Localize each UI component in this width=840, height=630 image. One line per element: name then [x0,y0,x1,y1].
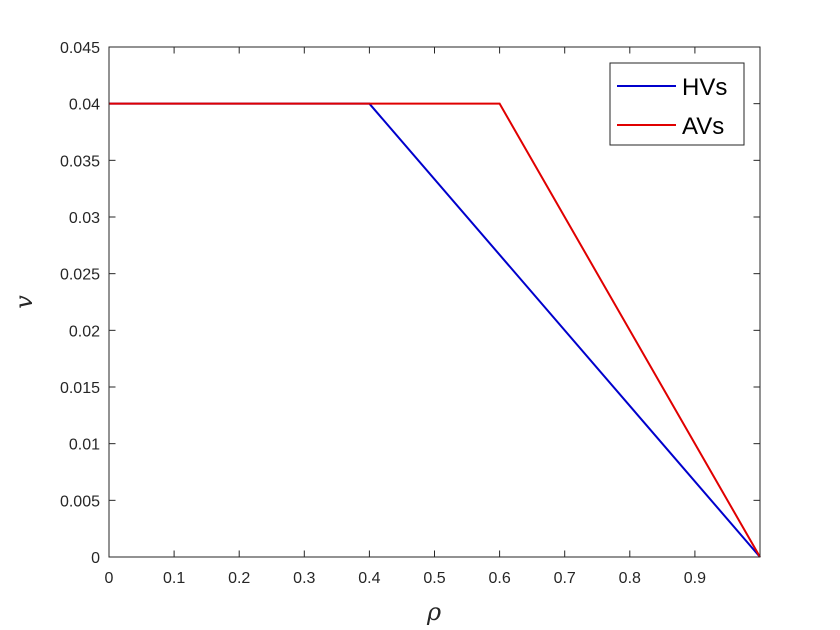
legend-label-hvs: HVs [682,74,727,101]
y-tick-label: 0.035 [60,153,100,170]
x-tick-label: 0.2 [228,570,250,587]
y-tick-label: 0.04 [69,97,100,114]
series-layer [109,102,761,558]
y-tick-label: 0 [91,550,100,567]
x-tick-label: 0.8 [619,570,641,587]
y-tick-label: 0.02 [69,323,100,340]
y-tick-label: 0.005 [60,493,100,510]
y-tick-label: 0.01 [69,437,100,454]
x-tick-label: 0.3 [293,570,315,587]
y-tick-label: 0.025 [60,267,100,284]
y-tick-label: 0.015 [60,380,100,397]
ticks-layer: 0 0.1 0.2 0.3 0.4 0.5 0.6 0.7 0.8 0.9 0 0.005 0.01 0.… [60,40,760,587]
x-tick-label: 0 [105,570,114,587]
x-tick-label: 0.1 [163,570,185,587]
x-tick-label: 0.4 [358,570,380,587]
series-line-avs [109,102,761,558]
y-tick-label: 0.03 [69,210,100,227]
legend-box [609,62,745,146]
x-tick-label: 0.6 [488,570,510,587]
x-tick-label: 0.7 [554,570,576,587]
x-tick-label: 0.5 [423,570,445,587]
plot-frame [108,46,761,558]
legend-label-avs: AVs [682,113,724,140]
legend: HVs AVs [609,62,745,146]
x-tick-label: 0.9 [684,570,706,587]
y-axis-label: v [10,295,38,309]
x-axis-label: ρ [426,598,441,626]
y-tick-label: 0.045 [60,40,100,57]
